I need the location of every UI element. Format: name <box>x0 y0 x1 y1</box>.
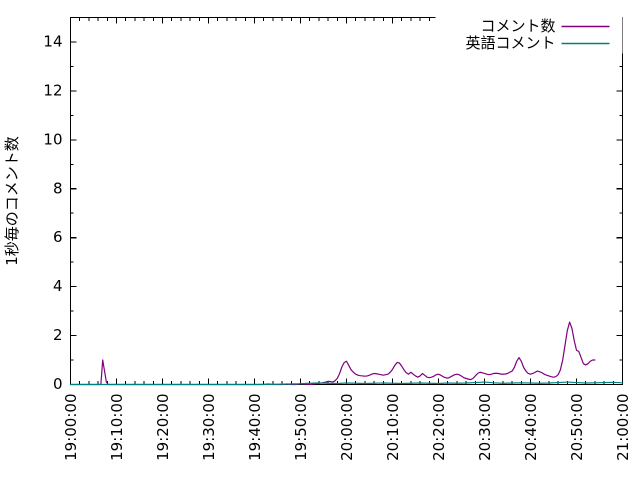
x-tick-label: 19:30:00 <box>200 394 218 461</box>
y-tick-label: 0 <box>53 375 63 393</box>
y-tick-label: 12 <box>43 81 62 99</box>
x-tick-label: 20:10:00 <box>384 394 402 461</box>
y-tick-label: 6 <box>53 228 63 246</box>
legend-background <box>435 16 623 54</box>
x-tick-label: 19:20:00 <box>154 394 172 461</box>
y-tick-label: 8 <box>53 179 63 197</box>
x-tick-label: 20:20:00 <box>430 394 448 461</box>
legend-label: コメント数 <box>480 17 555 35</box>
x-tick-label: 19:10:00 <box>108 394 126 461</box>
x-tick-label: 19:00:00 <box>62 394 80 461</box>
x-tick-label: 20:40:00 <box>522 394 540 461</box>
y-tick-label: 10 <box>43 130 62 148</box>
x-tick-label: 20:00:00 <box>338 394 356 461</box>
x-tick-label: 20:50:00 <box>568 394 586 461</box>
data-series-group <box>69 321 624 386</box>
y-axis-title-text: 1秒毎のコメント数 <box>3 136 21 266</box>
y-axis-title: 1秒毎のコメント数 <box>3 136 21 266</box>
x-tick-label: 19:40:00 <box>246 394 264 461</box>
x-tick-label: 21:00:00 <box>614 394 632 461</box>
y-tick-label: 4 <box>53 277 63 295</box>
y-axis-ticks: 0 2 4 6 8 10 12 14 <box>43 17 623 393</box>
y-tick-label: 2 <box>53 326 63 344</box>
legend-label: 英語コメント <box>465 34 555 52</box>
series-line-english-comments <box>69 381 624 386</box>
y-tick-label: 14 <box>43 32 62 50</box>
x-tick-label: 19:50:00 <box>292 394 310 461</box>
x-tick-label: 20:30:00 <box>476 394 494 461</box>
